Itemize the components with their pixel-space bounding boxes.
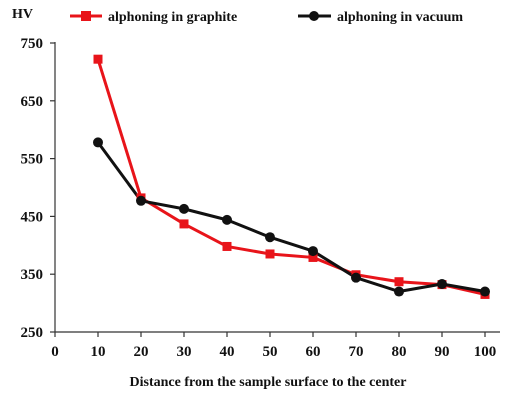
data-point-graphite [93, 54, 103, 64]
data-point-vacuum [480, 286, 490, 297]
series-layer [93, 54, 490, 299]
legend-label-graphite: alphoning in graphite [108, 10, 237, 25]
y-tick-label: 650 [21, 94, 44, 110]
data-point-graphite [308, 252, 318, 262]
x-tick-label: 60 [306, 344, 321, 360]
data-point-graphite [265, 249, 275, 259]
data-point-vacuum [265, 232, 275, 243]
series-line-vacuum [96, 141, 486, 294]
legend-marker-vacuum [309, 11, 319, 21]
data-point-vacuum [437, 279, 447, 290]
y-tick-label: 250 [21, 325, 44, 341]
x-tick-label: 100 [474, 344, 497, 360]
x-tick-label: 50 [263, 344, 278, 360]
data-point-vacuum [394, 286, 404, 297]
x-axis-title: Distance from the sample surface to the … [130, 375, 407, 390]
legend: alphoning in graphite alphoning in vacuu… [70, 10, 463, 25]
data-point-vacuum [93, 137, 103, 148]
y-tick-label: 750 [21, 36, 44, 52]
data-point-vacuum [136, 195, 146, 206]
y-axis-title: HV [12, 7, 33, 22]
data-point-graphite [222, 241, 232, 251]
y-tick-label: 550 [21, 152, 44, 168]
x-tick-label: 20 [134, 344, 149, 360]
series-line-graphite [96, 58, 486, 296]
x-tick-label: 30 [177, 344, 192, 360]
legend-marker-graphite [81, 11, 91, 21]
data-point-vacuum [351, 272, 361, 283]
data-point-vacuum [179, 203, 189, 214]
y-tick-label: 450 [21, 209, 44, 225]
data-point-vacuum [308, 246, 318, 257]
data-point-graphite [179, 219, 189, 229]
x-tick-label: 80 [392, 344, 407, 360]
y-tick-label: 350 [21, 267, 44, 283]
x-ticks: 0 10 20 30 40 50 60 70 80 90 100 [51, 332, 496, 360]
x-tick-label: 10 [91, 344, 106, 360]
y-ticks: 250 350 450 550 650 750 [21, 36, 55, 341]
data-point-graphite [394, 277, 404, 287]
data-point-vacuum [222, 214, 232, 225]
legend-item-graphite: alphoning in graphite [70, 10, 237, 25]
x-tick-label: 70 [349, 344, 364, 360]
legend-label-vacuum: alphoning in vacuum [337, 10, 463, 25]
x-tick-label: 90 [435, 344, 450, 360]
legend-item-vacuum: alphoning in vacuum [298, 10, 463, 25]
x-tick-label: 0 [51, 344, 59, 360]
x-tick-label: 40 [220, 344, 235, 360]
